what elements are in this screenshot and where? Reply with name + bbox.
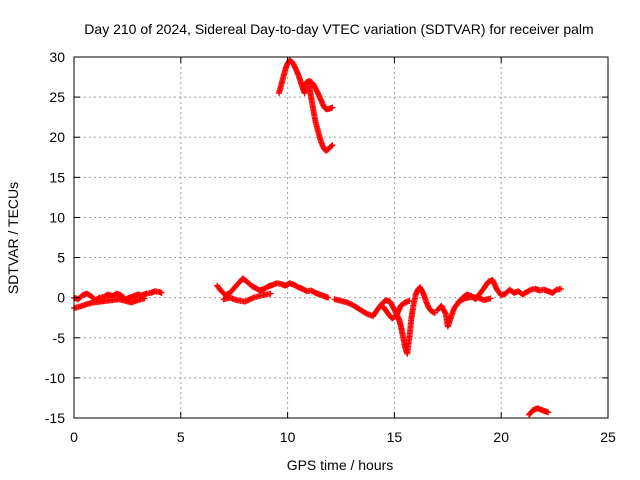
chart-title: Day 210 of 2024, Sidereal Day-to-day VTE…: [84, 21, 593, 37]
data-point: [328, 143, 335, 150]
data-point: [545, 409, 552, 416]
y-tick-label: 0: [57, 290, 65, 306]
y-tick-label: -5: [53, 330, 66, 346]
data-point: [487, 295, 494, 302]
y-axis-label: SDTVAR / TECUs: [5, 182, 21, 294]
y-tick-label: 15: [49, 169, 65, 185]
data-point: [558, 285, 565, 292]
tick-marks: [73, 56, 609, 419]
x-tick-label: 15: [387, 429, 403, 445]
tick-labels: 0 5 10 15 20 25 -15 -10 -5 0 5 10 15 20 25 30: [45, 49, 616, 445]
data-point: [329, 104, 336, 111]
x-tick-label: 10: [280, 429, 296, 445]
y-tick-label: 10: [49, 209, 65, 225]
data-points: [71, 57, 565, 418]
data-point: [406, 297, 413, 304]
x-tick-label: 5: [177, 429, 185, 445]
data-point: [325, 294, 332, 301]
x-tick-label: 25: [600, 429, 616, 445]
grid-layer: [74, 57, 608, 418]
data-point: [141, 295, 148, 302]
x-tick-label: 20: [493, 429, 509, 445]
data-point: [329, 142, 336, 149]
y-tick-label: -10: [45, 370, 65, 386]
y-tick-label: 30: [49, 49, 65, 65]
data-point: [267, 290, 274, 297]
data-point: [158, 289, 165, 296]
x-axis-label: GPS time / hours: [287, 457, 394, 473]
x-tick-label: 0: [70, 429, 78, 445]
y-tick-label: 25: [49, 89, 65, 105]
y-tick-label: 20: [49, 129, 65, 145]
plot-frame: [73, 56, 609, 419]
y-tick-label: 5: [57, 250, 65, 266]
y-tick-label: -15: [45, 410, 65, 426]
